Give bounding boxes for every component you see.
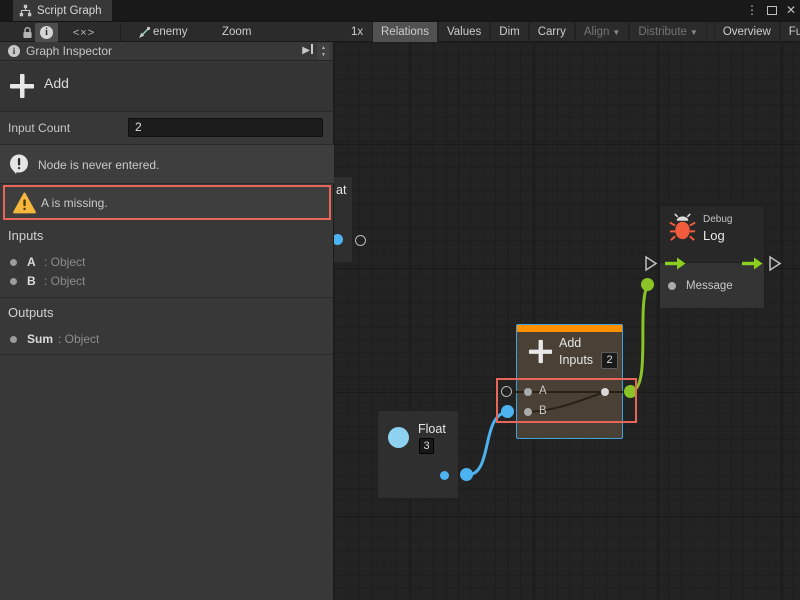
- code-icon: <×>: [72, 26, 96, 39]
- port-dot-icon: [10, 259, 17, 266]
- flow-in-arrow-icon[interactable]: [665, 257, 686, 270]
- info-message-box: Node is never entered.: [0, 144, 334, 184]
- node-title: Log: [703, 228, 725, 243]
- flow-indicator-right: [768, 255, 782, 272]
- plus-icon: [527, 338, 554, 365]
- toolbar-separator: [120, 23, 121, 42]
- node-accent-bar: [517, 325, 622, 332]
- spinner-up-icon[interactable]: ▲: [321, 44, 326, 51]
- node-category: Debug: [703, 214, 733, 225]
- selected-node-title: Add: [44, 75, 69, 91]
- zoom-label: Zoom: [222, 26, 252, 38]
- divider: [0, 297, 333, 298]
- window-controls: ⋮ ✕: [746, 0, 796, 21]
- port-label: Message: [686, 280, 733, 292]
- wire-endpoint-message-in[interactable]: [641, 278, 654, 291]
- add-inputs-node[interactable]: Add Inputs 2: [516, 324, 623, 439]
- debug-log-node[interactable]: Debug Log Message: [659, 205, 765, 309]
- port-type: : Object: [44, 274, 86, 288]
- outputs-section-header: Outputs: [8, 305, 54, 320]
- warning-message: A is missing.: [41, 196, 108, 210]
- input-count-row: Input Count 2: [0, 113, 333, 143]
- message-input-port[interactable]: [668, 282, 676, 290]
- relations-button[interactable]: Relations: [372, 22, 438, 43]
- graph-inspector-panel: i Graph Inspector ▶ ▲ ▼ Add Input Count …: [0, 42, 334, 600]
- chevron-down-icon: ▼: [689, 28, 698, 37]
- node-title-line1: Add: [559, 336, 582, 350]
- node-title-fragment: at: [336, 183, 347, 197]
- spinner-down-icon[interactable]: ▼: [321, 51, 326, 58]
- unconnected-ring: [355, 235, 366, 246]
- wire-endpoint-float-out[interactable]: [460, 468, 473, 481]
- wire-sum-to-message[interactable]: [630, 283, 650, 394]
- chevron-down-icon: ▼: [612, 28, 621, 37]
- warning-triangle-icon: [12, 191, 37, 216]
- input-row-a: A : Object: [0, 253, 333, 271]
- distribute-dropdown[interactable]: Distribute ▼: [629, 22, 707, 43]
- info-message: Node is never entered.: [38, 158, 160, 172]
- speech-bubble-icon: [7, 153, 31, 177]
- port-name: Sum: [27, 332, 54, 346]
- kebab-menu-icon[interactable]: ⋮: [745, 3, 758, 17]
- float-type-icon: [388, 427, 409, 448]
- graph-toolbar: i <×> enemy Zoom 1x Relations Values Dim…: [0, 21, 800, 59]
- lock-button[interactable]: [17, 23, 37, 42]
- port-name: A: [27, 255, 36, 269]
- warning-highlight-rect: [496, 378, 637, 423]
- info-icon: i: [40, 26, 53, 39]
- maximize-icon[interactable]: [766, 6, 777, 15]
- dim-button[interactable]: Dim: [490, 22, 529, 43]
- tab-label: Script Graph: [37, 4, 102, 17]
- selected-node-band: Add: [0, 62, 333, 112]
- full-screen-button[interactable]: Full Screen: [779, 22, 800, 43]
- graph-asset-icon: [136, 23, 152, 42]
- flow-indicator-left: [644, 255, 658, 272]
- graph-hierarchy-icon: [19, 4, 32, 17]
- inspector-title: Graph Inspector: [26, 44, 113, 58]
- input-count-badge[interactable]: 2: [601, 352, 618, 369]
- overview-button[interactable]: Overview: [713, 22, 780, 43]
- inspector-toggle-button[interactable]: i: [35, 23, 58, 42]
- title-bar: Script Graph ⋮ ✕: [0, 0, 800, 21]
- divider: [0, 354, 333, 355]
- port-dot-icon: [10, 278, 17, 285]
- hidden-float-node[interactable]: at: [334, 177, 352, 262]
- graph-asset-name[interactable]: enemy: [153, 26, 188, 38]
- flow-out-arrow-icon[interactable]: [742, 257, 763, 270]
- values-button[interactable]: Values: [437, 22, 491, 43]
- port-type: : Object: [58, 332, 100, 346]
- lock-icon: [22, 26, 32, 38]
- zoom-value: 1x: [351, 26, 364, 38]
- hidden-node-output-dot[interactable]: [334, 234, 343, 245]
- output-row-sum: Sum : Object: [0, 330, 333, 348]
- close-icon[interactable]: ✕: [785, 3, 796, 17]
- node-title: Float: [418, 422, 446, 436]
- inspector-header: i Graph Inspector ▶ ▲ ▼: [0, 42, 333, 61]
- node-title-line2: Inputs: [559, 353, 594, 367]
- float-value-field[interactable]: 3: [419, 438, 434, 454]
- input-count-label: Input Count: [8, 121, 71, 135]
- port-dot-icon: [10, 336, 17, 343]
- float-node[interactable]: Float 3: [377, 410, 459, 499]
- dock-icon[interactable]: ▶: [302, 44, 313, 56]
- warning-message-box: A is missing.: [3, 185, 331, 220]
- port-type: : Object: [44, 255, 86, 269]
- input-count-field[interactable]: 2: [128, 118, 323, 137]
- tab-script-graph[interactable]: Script Graph: [13, 0, 112, 21]
- bug-icon: [667, 212, 698, 243]
- carry-button[interactable]: Carry: [528, 22, 575, 43]
- align-dropdown[interactable]: Align ▼: [574, 22, 630, 43]
- scrubber-control[interactable]: ▲ ▼: [317, 43, 330, 60]
- inputs-section-header: Inputs: [8, 228, 44, 243]
- code-preview-button[interactable]: <×>: [70, 23, 98, 42]
- port-name: B: [27, 274, 36, 288]
- wires-layer: [466, 283, 650, 477]
- input-row-b: B : Object: [0, 272, 333, 290]
- output-port[interactable]: [440, 471, 449, 480]
- graph-canvas[interactable]: at Float 3 Add Inputs 2: [334, 42, 800, 600]
- info-icon: i: [8, 45, 20, 57]
- toolbar-buttons: Relations Values Dim Carry Align ▼ Distri…: [372, 22, 800, 43]
- plus-icon: [8, 72, 36, 100]
